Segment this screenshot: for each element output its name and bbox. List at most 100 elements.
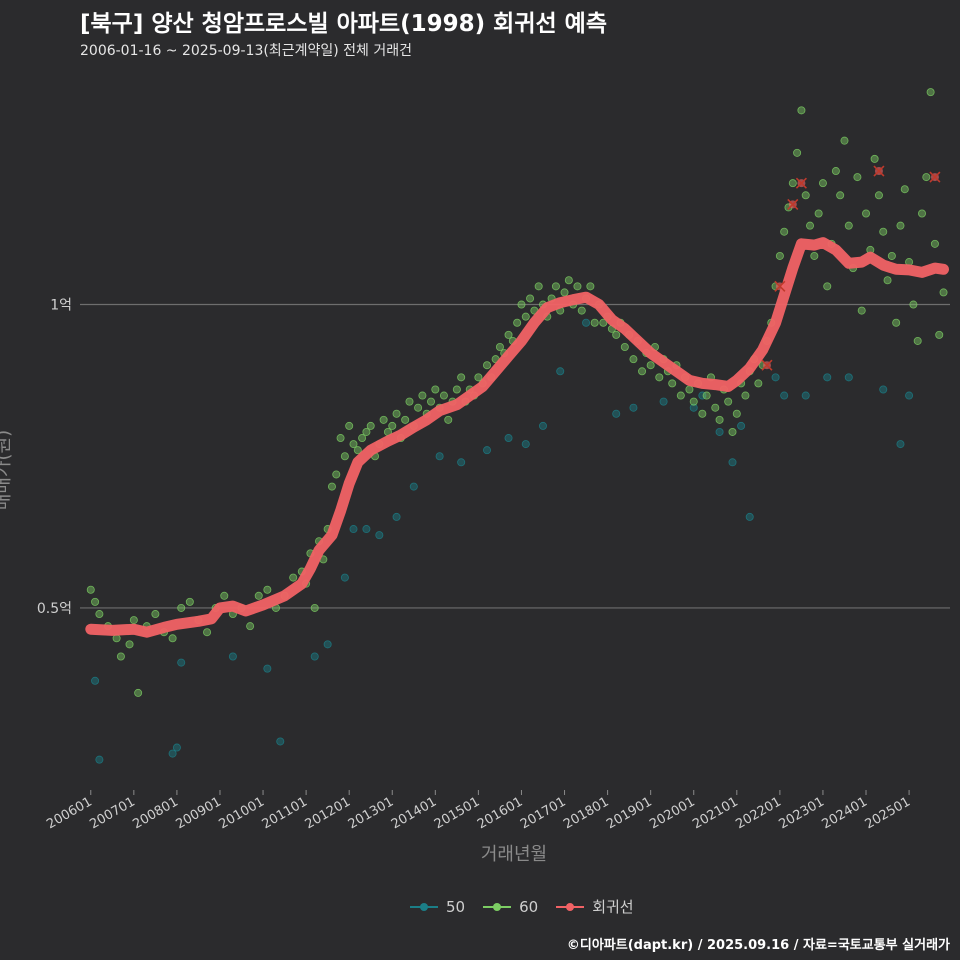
data-point-60	[116, 652, 125, 661]
regression-line	[85, 237, 949, 638]
data-point-50	[409, 482, 418, 491]
data-point-50	[715, 427, 724, 436]
data-point-60	[814, 209, 823, 218]
data-point-60	[254, 591, 263, 600]
data-point-50	[168, 749, 177, 758]
x-tick-label: 201301	[346, 794, 396, 832]
data-point-60	[340, 452, 349, 461]
x-tick-labels: 2006012007012008012009012010012011012012…	[44, 794, 913, 832]
data-point-60	[289, 573, 298, 582]
data-point-50	[823, 373, 832, 382]
legend-label-50: 50	[446, 897, 466, 916]
data-point-50	[728, 458, 737, 467]
data-point-60	[310, 603, 319, 612]
data-point-60	[560, 288, 569, 297]
x-tick-label: 201001	[217, 794, 267, 832]
data-point-50	[698, 391, 707, 400]
data-point-60	[517, 300, 526, 309]
data-point-50	[228, 652, 237, 661]
data-point-60	[388, 421, 397, 430]
data-point-60	[918, 209, 927, 218]
data-point-60	[801, 191, 810, 200]
data-point-60	[457, 373, 466, 382]
data-point-60	[788, 179, 797, 188]
data-point-50	[483, 446, 492, 455]
data-point-60	[612, 330, 621, 339]
data-point-60	[896, 221, 905, 230]
data-point-50	[323, 640, 332, 649]
chart-subtitle: 2006-01-16 ~ 2025-09-13(최근계약일) 전체 거래건	[80, 43, 412, 59]
data-point-60	[452, 385, 461, 394]
data-point-50	[263, 664, 272, 673]
x-tick-label: 201501	[432, 794, 482, 832]
data-point-60	[495, 343, 504, 352]
data-point-60	[844, 221, 853, 230]
outlier-cross	[929, 171, 941, 183]
data-point-50	[340, 573, 349, 582]
data-point-60	[353, 446, 362, 455]
data-point-60	[362, 427, 371, 436]
data-point-50	[362, 525, 371, 534]
data-point-60	[177, 603, 186, 612]
data-point-60	[724, 397, 733, 406]
data-point-60	[620, 343, 629, 352]
legend-key-50	[410, 901, 438, 913]
regression-path	[85, 237, 949, 638]
x-tick-label: 200801	[130, 794, 180, 832]
data-point-60	[810, 251, 819, 260]
data-point-60	[823, 282, 832, 291]
data-point-60	[439, 391, 448, 400]
data-point-60	[668, 379, 677, 388]
x-tick-label: 201101	[260, 794, 310, 832]
x-tick-label: 201201	[303, 794, 353, 832]
data-point-60	[909, 300, 918, 309]
data-point-50	[629, 403, 638, 412]
data-point-60	[91, 597, 100, 606]
data-point-60	[401, 415, 410, 424]
x-tick-label: 200901	[173, 794, 223, 832]
data-point-60	[577, 306, 586, 315]
x-tick-label: 201401	[389, 794, 439, 832]
data-point-60	[857, 306, 866, 315]
legend-item-regression: 회귀선	[556, 896, 634, 917]
data-point-60	[874, 191, 883, 200]
data-point-50	[844, 373, 853, 382]
data-point-50	[689, 403, 698, 412]
data-point-50	[737, 421, 746, 430]
data-point-60	[564, 276, 573, 285]
data-point-50	[91, 676, 100, 685]
data-point-50	[392, 512, 401, 521]
data-point-50	[745, 512, 754, 521]
data-point-60	[728, 427, 737, 436]
data-point-50	[582, 318, 591, 327]
data-point-60	[840, 136, 849, 145]
outlier-cross	[774, 280, 786, 292]
data-point-60	[551, 282, 560, 291]
data-point-60	[711, 403, 720, 412]
data-point-60	[930, 239, 939, 248]
data-point-60	[780, 227, 789, 236]
data-point-60	[86, 585, 95, 594]
chart-title: [북구] 양산 청암프로스빌 아파트(1998) 회귀선 예측	[80, 11, 607, 37]
data-point-50	[504, 434, 513, 443]
legend-label-regression: 회귀선	[592, 898, 634, 916]
data-point-60	[862, 209, 871, 218]
y-tick-labels: 0.5억 1억	[37, 298, 72, 617]
data-point-60	[586, 282, 595, 291]
data-point-60	[336, 434, 345, 443]
data-point-60	[922, 173, 931, 182]
x-tick-label: 201601	[475, 794, 525, 832]
data-point-60	[513, 318, 522, 327]
data-point-60	[95, 610, 104, 619]
data-point-60	[431, 385, 440, 394]
legend-key-regression	[556, 901, 585, 913]
data-point-60	[836, 191, 845, 200]
x-tick-label: 200601	[44, 794, 94, 832]
data-point-60	[939, 288, 948, 297]
data-point-50	[276, 737, 285, 746]
data-point-60	[573, 282, 582, 291]
source-caption: ©디아파트(dapt.kr) / 2025.09.16 / 자료=국토교통부 실…	[566, 938, 950, 953]
legend: 50 60 회귀선	[410, 896, 646, 917]
data-point-60	[913, 336, 922, 345]
